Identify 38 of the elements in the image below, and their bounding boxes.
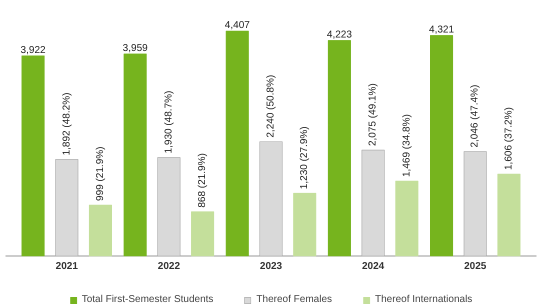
bar xyxy=(22,55,45,256)
legend-label: Total First-Semester Students xyxy=(82,294,214,305)
data-label: 2,240 (50.8%) xyxy=(266,74,276,138)
legend-label: Thereof Internationals xyxy=(375,294,472,305)
data-label: 1,892 (48.2%) xyxy=(61,92,72,156)
data-label: 4,407 xyxy=(224,20,250,31)
data-label: 2,075 (49.1%) xyxy=(368,83,379,146)
bar xyxy=(497,174,520,256)
data-label: 999 (21.9%) xyxy=(94,146,106,201)
bar xyxy=(55,159,78,256)
data-label: 2,046 (47.4%) xyxy=(470,84,481,148)
bar xyxy=(430,35,454,256)
bar xyxy=(157,157,180,256)
data-label: 1,930 (48.7%) xyxy=(163,90,174,154)
x-tick-label: 2021 xyxy=(56,261,78,272)
legend-label: Thereof Females xyxy=(256,294,332,305)
bar xyxy=(464,151,487,256)
bar xyxy=(362,150,385,256)
bar xyxy=(226,30,249,256)
x-tick-label: 2024 xyxy=(362,261,385,272)
bar xyxy=(328,40,351,256)
x-tick-label: 2025 xyxy=(464,261,487,272)
bar xyxy=(293,192,316,256)
bar xyxy=(259,141,283,256)
data-label: 1,606 (37.2%) xyxy=(503,107,514,170)
data-label: 4,321 xyxy=(429,24,454,36)
data-label: 4,223 xyxy=(326,29,352,40)
data-label: 3,959 xyxy=(122,42,148,54)
data-label: 1,469 (34.8%) xyxy=(401,114,412,177)
data-label: 1,230 (27.9%) xyxy=(299,126,310,190)
data-label: 868 (21.9%) xyxy=(197,153,208,208)
x-tick-label: 2022 xyxy=(158,261,180,272)
bar xyxy=(395,180,418,256)
data-label: 3,922 xyxy=(20,44,46,56)
bar xyxy=(191,211,214,256)
bar xyxy=(124,54,147,256)
bar xyxy=(88,204,112,256)
x-tick-label: 2023 xyxy=(260,261,283,272)
